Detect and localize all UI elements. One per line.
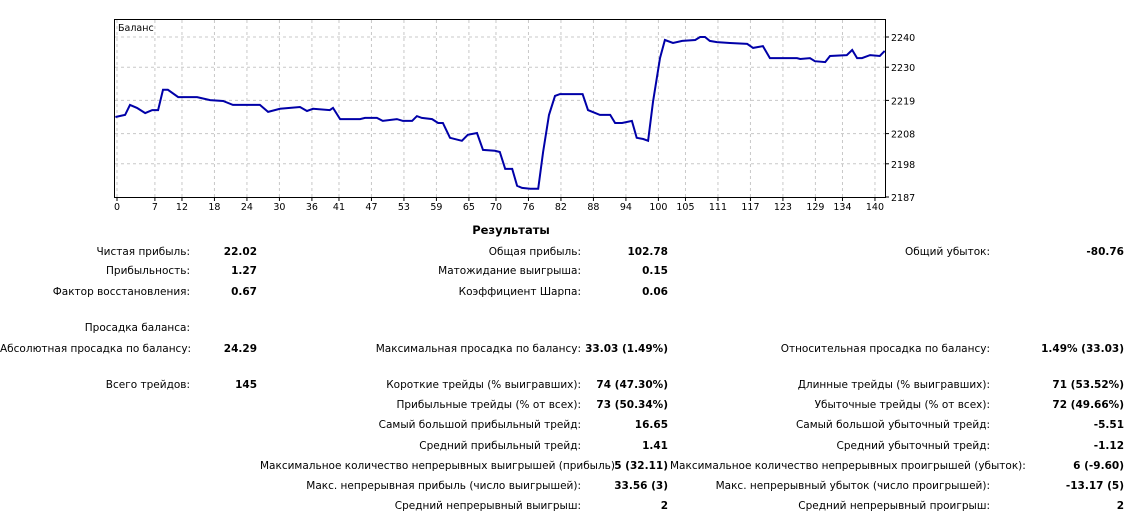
x-tick-label: 53 — [398, 202, 410, 213]
stat-label: Прибыльные трейды (% от всех): — [396, 399, 581, 411]
x-tick-label: 111 — [709, 202, 727, 213]
stat-label: Средний непрерывный проигрыш: — [798, 500, 990, 512]
stat-value: 0.67 — [231, 286, 257, 298]
stat-label: Короткие трейды (% выигравших): — [386, 379, 581, 391]
x-tick-label: 129 — [806, 202, 824, 213]
balance-line — [115, 36, 886, 190]
y-tick-label: 2208 — [891, 130, 915, 141]
stat-value: 102.78 — [627, 246, 668, 258]
stat-label: Общий убыток: — [904, 246, 990, 258]
stat-value: -13.17 (5) — [1065, 480, 1124, 492]
x-tick-label: 88 — [587, 202, 599, 213]
stat-value: 1.49% (33.03) — [1041, 343, 1124, 355]
stat-value: 145 — [235, 379, 257, 391]
stat-label: Относительная просадка по балансу: — [780, 343, 990, 355]
stat-label: Средний непрерывный выигрыш: — [394, 500, 581, 512]
stat-label: Самый большой убыточный трейд: — [795, 419, 990, 431]
x-tick-label: 65 — [463, 202, 475, 213]
stat-value: 73 (50.34%) — [596, 399, 668, 411]
stat-value: -80.76 — [1086, 246, 1124, 258]
x-tick-label: 7 — [152, 202, 158, 213]
y-tick-label: 2240 — [891, 33, 915, 44]
stat-label: Длинные трейды (% выигравших): — [797, 379, 990, 391]
x-tick-label: 100 — [649, 202, 667, 213]
stat-label: Макс. непрерывная прибыль (число выигрыш… — [306, 480, 581, 492]
stat-value: 71 (53.52%) — [1052, 379, 1124, 391]
x-tick-label: 123 — [774, 202, 792, 213]
stat-label: Абсолютная просадка по балансу: — [0, 343, 192, 355]
x-tick-label: 36 — [306, 202, 318, 213]
stat-value: 1.27 — [231, 265, 257, 277]
x-tick-label: 105 — [676, 202, 694, 213]
stat-label: Фактор восстановления: — [52, 286, 190, 298]
stat-value: 72 (49.66%) — [1052, 399, 1124, 411]
y-tick-label: 2219 — [891, 96, 915, 107]
stat-value: 22.02 — [223, 246, 257, 258]
chart-frame — [114, 19, 886, 198]
stat-value: -1.12 — [1093, 440, 1124, 452]
stat-label: Средний убыточный трейд: — [836, 440, 990, 452]
stat-label: Матожидание выигрыша: — [438, 265, 581, 277]
y-tick-label: 2198 — [891, 160, 915, 171]
results-title: Результаты — [472, 223, 550, 237]
stat-value: 0.15 — [642, 265, 668, 277]
stat-label: Самый большой прибыльный трейд: — [378, 419, 581, 431]
x-tick-label: 117 — [741, 202, 759, 213]
x-tick-label: 134 — [833, 202, 851, 213]
stat-value: 0.06 — [642, 286, 668, 298]
x-tick-label: 82 — [555, 202, 567, 213]
x-tick-label: 18 — [208, 202, 220, 213]
stat-value: 2 — [660, 500, 668, 512]
x-tick-label: 0 — [114, 202, 120, 213]
x-tick-label: 140 — [866, 202, 884, 213]
y-tick-label: 2230 — [891, 63, 915, 74]
x-tick-label: 30 — [273, 202, 285, 213]
stat-label: Макс. непрерывный убыток (число проигрыш… — [715, 480, 990, 492]
stat-value: 33.56 (3) — [614, 480, 668, 492]
stat-label: Общая прибыль: — [488, 246, 581, 258]
stat-label: Максимальное количество непрерывных выиг… — [260, 460, 619, 472]
stat-value: 1.41 — [642, 440, 668, 452]
stat-value: 6 (-9.60) — [1073, 460, 1124, 472]
x-tick-label: 12 — [176, 202, 188, 213]
balance-chart: Баланс 0 7 12 18 24 30 36 41 47 53 59 65 70 76 82 88 94 1… — [114, 19, 915, 213]
stat-label: Максимальная просадка по балансу: — [375, 343, 581, 355]
stat-label: Убыточные трейды (% от всех): — [814, 399, 990, 411]
stat-label: Прибыльность: — [106, 265, 190, 277]
stat-value: -5.51 — [1093, 419, 1124, 431]
stat-value: 24.29 — [223, 343, 257, 355]
chart-title: Баланс — [118, 23, 154, 34]
x-tick-label: 59 — [430, 202, 442, 213]
stat-value: 74 (47.30%) — [596, 379, 668, 391]
y-tick-label: 2187 — [891, 193, 915, 204]
stat-label: Чистая прибыль: — [96, 246, 190, 258]
stat-label: Коэффициент Шарпа: — [458, 286, 581, 298]
stat-value: 2 — [1116, 500, 1124, 512]
stat-value: 5 (32.11) — [614, 460, 668, 472]
x-tick-label: 94 — [620, 202, 632, 213]
stat-value: 33.03 (1.49%) — [585, 343, 668, 355]
stat-label: Максимальное количество непрерывных прои… — [670, 460, 1026, 472]
x-tick-label: 24 — [241, 202, 253, 213]
x-tick-label: 41 — [333, 202, 345, 213]
stat-label: Всего трейдов: — [105, 379, 190, 391]
stat-label: Просадка баланса: — [84, 322, 190, 334]
stat-label: Средний прибыльный трейд: — [419, 440, 581, 452]
x-tick-label: 70 — [490, 202, 502, 213]
x-tick-label: 47 — [365, 202, 377, 213]
stat-value: 16.65 — [634, 419, 668, 431]
x-tick-label: 76 — [522, 202, 534, 213]
